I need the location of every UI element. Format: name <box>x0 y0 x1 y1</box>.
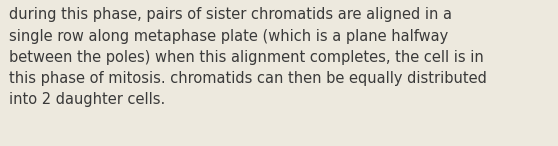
Text: during this phase, pairs of sister chromatids are aligned in a
single row along : during this phase, pairs of sister chrom… <box>9 7 487 107</box>
